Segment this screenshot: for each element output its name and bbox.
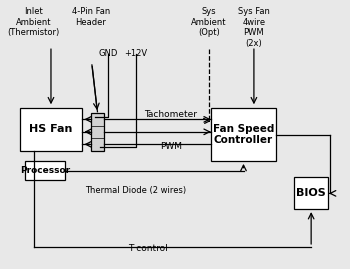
Bar: [20, 108, 82, 151]
Text: HS Fan: HS Fan: [29, 124, 73, 134]
Text: Sys Fan
4wire
PWM
(2x): Sys Fan 4wire PWM (2x): [238, 7, 270, 48]
Text: +12V: +12V: [124, 49, 148, 58]
Bar: [91, 113, 104, 151]
Text: BIOS: BIOS: [296, 188, 326, 198]
Text: GND: GND: [98, 49, 118, 58]
Text: T control: T control: [128, 244, 168, 253]
Bar: [25, 161, 65, 180]
Bar: [211, 108, 276, 161]
Text: 4-Pin Fan
Header: 4-Pin Fan Header: [72, 7, 110, 27]
Text: Sys
Ambient
(Opt): Sys Ambient (Opt): [191, 7, 226, 37]
Text: Thermal Diode (2 wires): Thermal Diode (2 wires): [85, 186, 187, 195]
Bar: [294, 177, 329, 210]
Text: Inlet
Ambient
(Thermistor): Inlet Ambient (Thermistor): [7, 7, 60, 37]
Text: PWM: PWM: [160, 142, 182, 151]
Text: Tachometer: Tachometer: [144, 110, 197, 119]
Text: Processor: Processor: [20, 166, 70, 175]
Text: Fan Speed
Controller: Fan Speed Controller: [213, 124, 274, 145]
